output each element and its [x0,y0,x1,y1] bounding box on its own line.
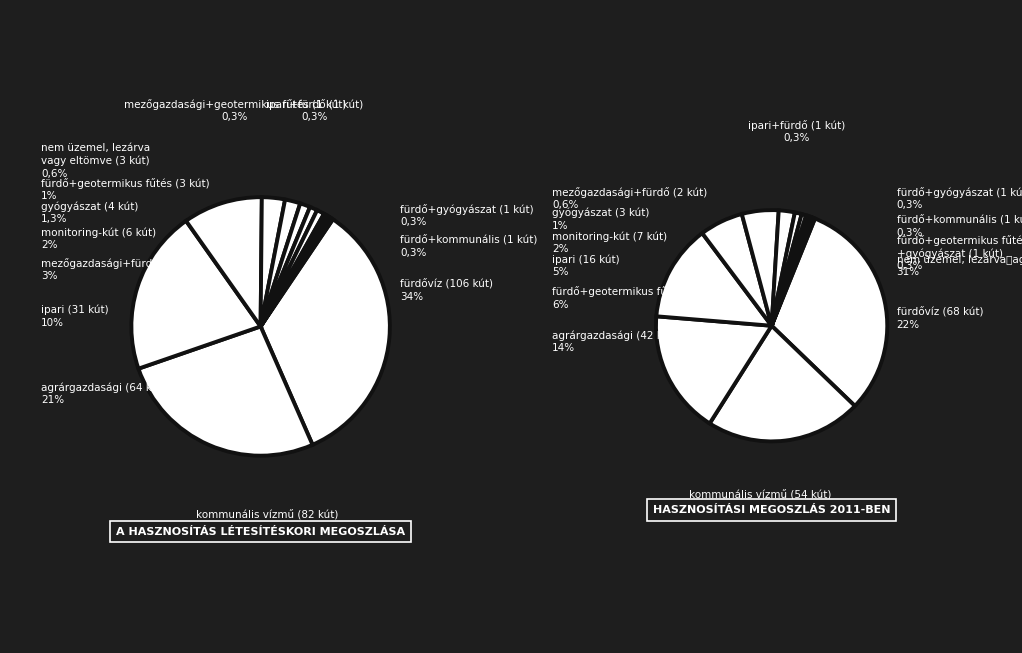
Wedge shape [261,218,333,326]
Wedge shape [709,326,855,441]
Wedge shape [772,210,795,326]
Text: fürdő+gyógyászat (1 kút)
0,3%: fürdő+gyógyászat (1 kút) 0,3% [401,204,533,227]
Text: fürdővíz (68 kút)
22%: fürdővíz (68 kút) 22% [896,308,983,330]
Wedge shape [261,197,285,326]
Wedge shape [186,197,262,326]
Wedge shape [261,200,300,326]
Text: kommunális vízmű (82 kút)
26%: kommunális vízmű (82 kút) 26% [196,510,338,533]
Wedge shape [772,214,806,326]
Text: monitoring-kút (6 kút)
2%: monitoring-kút (6 kút) 2% [41,227,156,250]
Text: fürdő+geotermikus fűtés
+gyógyászat (1 kút)
0,3%: fürdő+geotermikus fűtés +gyógyászat (1 k… [896,234,1022,271]
Wedge shape [702,214,772,326]
Text: monitoring-kút (7 kút)
2%: monitoring-kút (7 kút) 2% [552,231,667,254]
Text: gyógyászat (3 kút)
1%: gyógyászat (3 kút) 1% [552,208,649,231]
Wedge shape [261,207,317,326]
Text: fürdő+kommunális (1 kút)
0,3%: fürdő+kommunális (1 kút) 0,3% [896,215,1022,238]
Wedge shape [261,215,328,326]
Wedge shape [261,214,326,326]
Wedge shape [772,212,801,326]
Text: mezőgazdasági+fürdő (2 kút)
0,6%: mezőgazdasági+fürdő (2 kút) 0,6% [552,187,707,210]
Text: mezőgazdasági+geotermikus fűtés (1 kút)
0,3%: mezőgazdasági+geotermikus fűtés (1 kút) … [124,99,345,122]
Text: ipari+fürdő (1 kút)
0,3%: ipari+fürdő (1 kút) 0,3% [267,99,364,122]
Text: fürdő+geotermikus fűtés (3 kút)
1%: fürdő+geotermikus fűtés (3 kút) 1% [41,178,210,201]
Wedge shape [656,316,772,423]
Wedge shape [772,219,887,406]
Wedge shape [261,219,389,445]
Text: agrárgazdasági (64 kút)
21%: agrárgazdasági (64 kút) 21% [41,382,167,405]
Text: ipari (16 kút)
5%: ipari (16 kút) 5% [552,254,619,277]
Wedge shape [261,216,331,326]
Text: fürdő+kommunális (1 kút)
0,3%: fürdő+kommunális (1 kút) 0,3% [401,235,538,258]
Text: fürdővíz (106 kút)
34%: fürdővíz (106 kút) 34% [401,279,494,302]
Text: nem üzemel, lezárvaagy eltömve (97 kút)
31%: nem üzemel, lezárva agy eltömve (97 kút)… [896,254,1022,277]
Text: fürdő+gyógyászat (1 kút)
0,3%: fürdő+gyógyászat (1 kút) 0,3% [896,187,1022,210]
Text: A HASZNOSÍTÁS LÉTESÍTÉSKORI MEGOSZLÁSA: A HASZNOSÍTÁS LÉTESÍTÉSKORI MEGOSZLÁSA [117,527,405,537]
Text: gyógyászat (4 kút)
1,3%: gyógyászat (4 kút) 1,3% [41,201,138,224]
Wedge shape [261,210,324,326]
Wedge shape [742,210,779,326]
Text: kommunális vízmű (54 kút)
17%: kommunális vízmű (54 kút) 17% [689,490,831,513]
Wedge shape [138,326,313,456]
Wedge shape [261,203,310,326]
Wedge shape [772,216,810,326]
Wedge shape [132,221,261,369]
Text: ipari (31 kút)
10%: ipari (31 kút) 10% [41,305,108,328]
Wedge shape [772,217,812,326]
Text: mezőgazdasági+fürdő (9 kút)
3%: mezőgazdasági+fürdő (9 kút) 3% [41,258,196,281]
Text: fürdő+geotermikus fűtés (19 kút)
6%: fürdő+geotermikus fűtés (19 kút) 6% [552,286,727,310]
Text: HASZNOSÍTÁSI MEGOSZLÁS 2011-BEN: HASZNOSÍTÁSI MEGOSZLÁS 2011-BEN [653,505,890,515]
Wedge shape [772,217,815,326]
Text: ipari+fürdő (1 kút)
0,3%: ipari+fürdő (1 kút) 0,3% [748,119,845,143]
Wedge shape [656,233,772,326]
Text: agrárgazdasági (42 kút)
14%: agrárgazdasági (42 kút) 14% [552,330,678,353]
Wedge shape [772,215,808,326]
Text: nem üzemel, lezárva
vagy eltömve (3 kút)
0,6%: nem üzemel, lezárva vagy eltömve (3 kút)… [41,143,150,179]
